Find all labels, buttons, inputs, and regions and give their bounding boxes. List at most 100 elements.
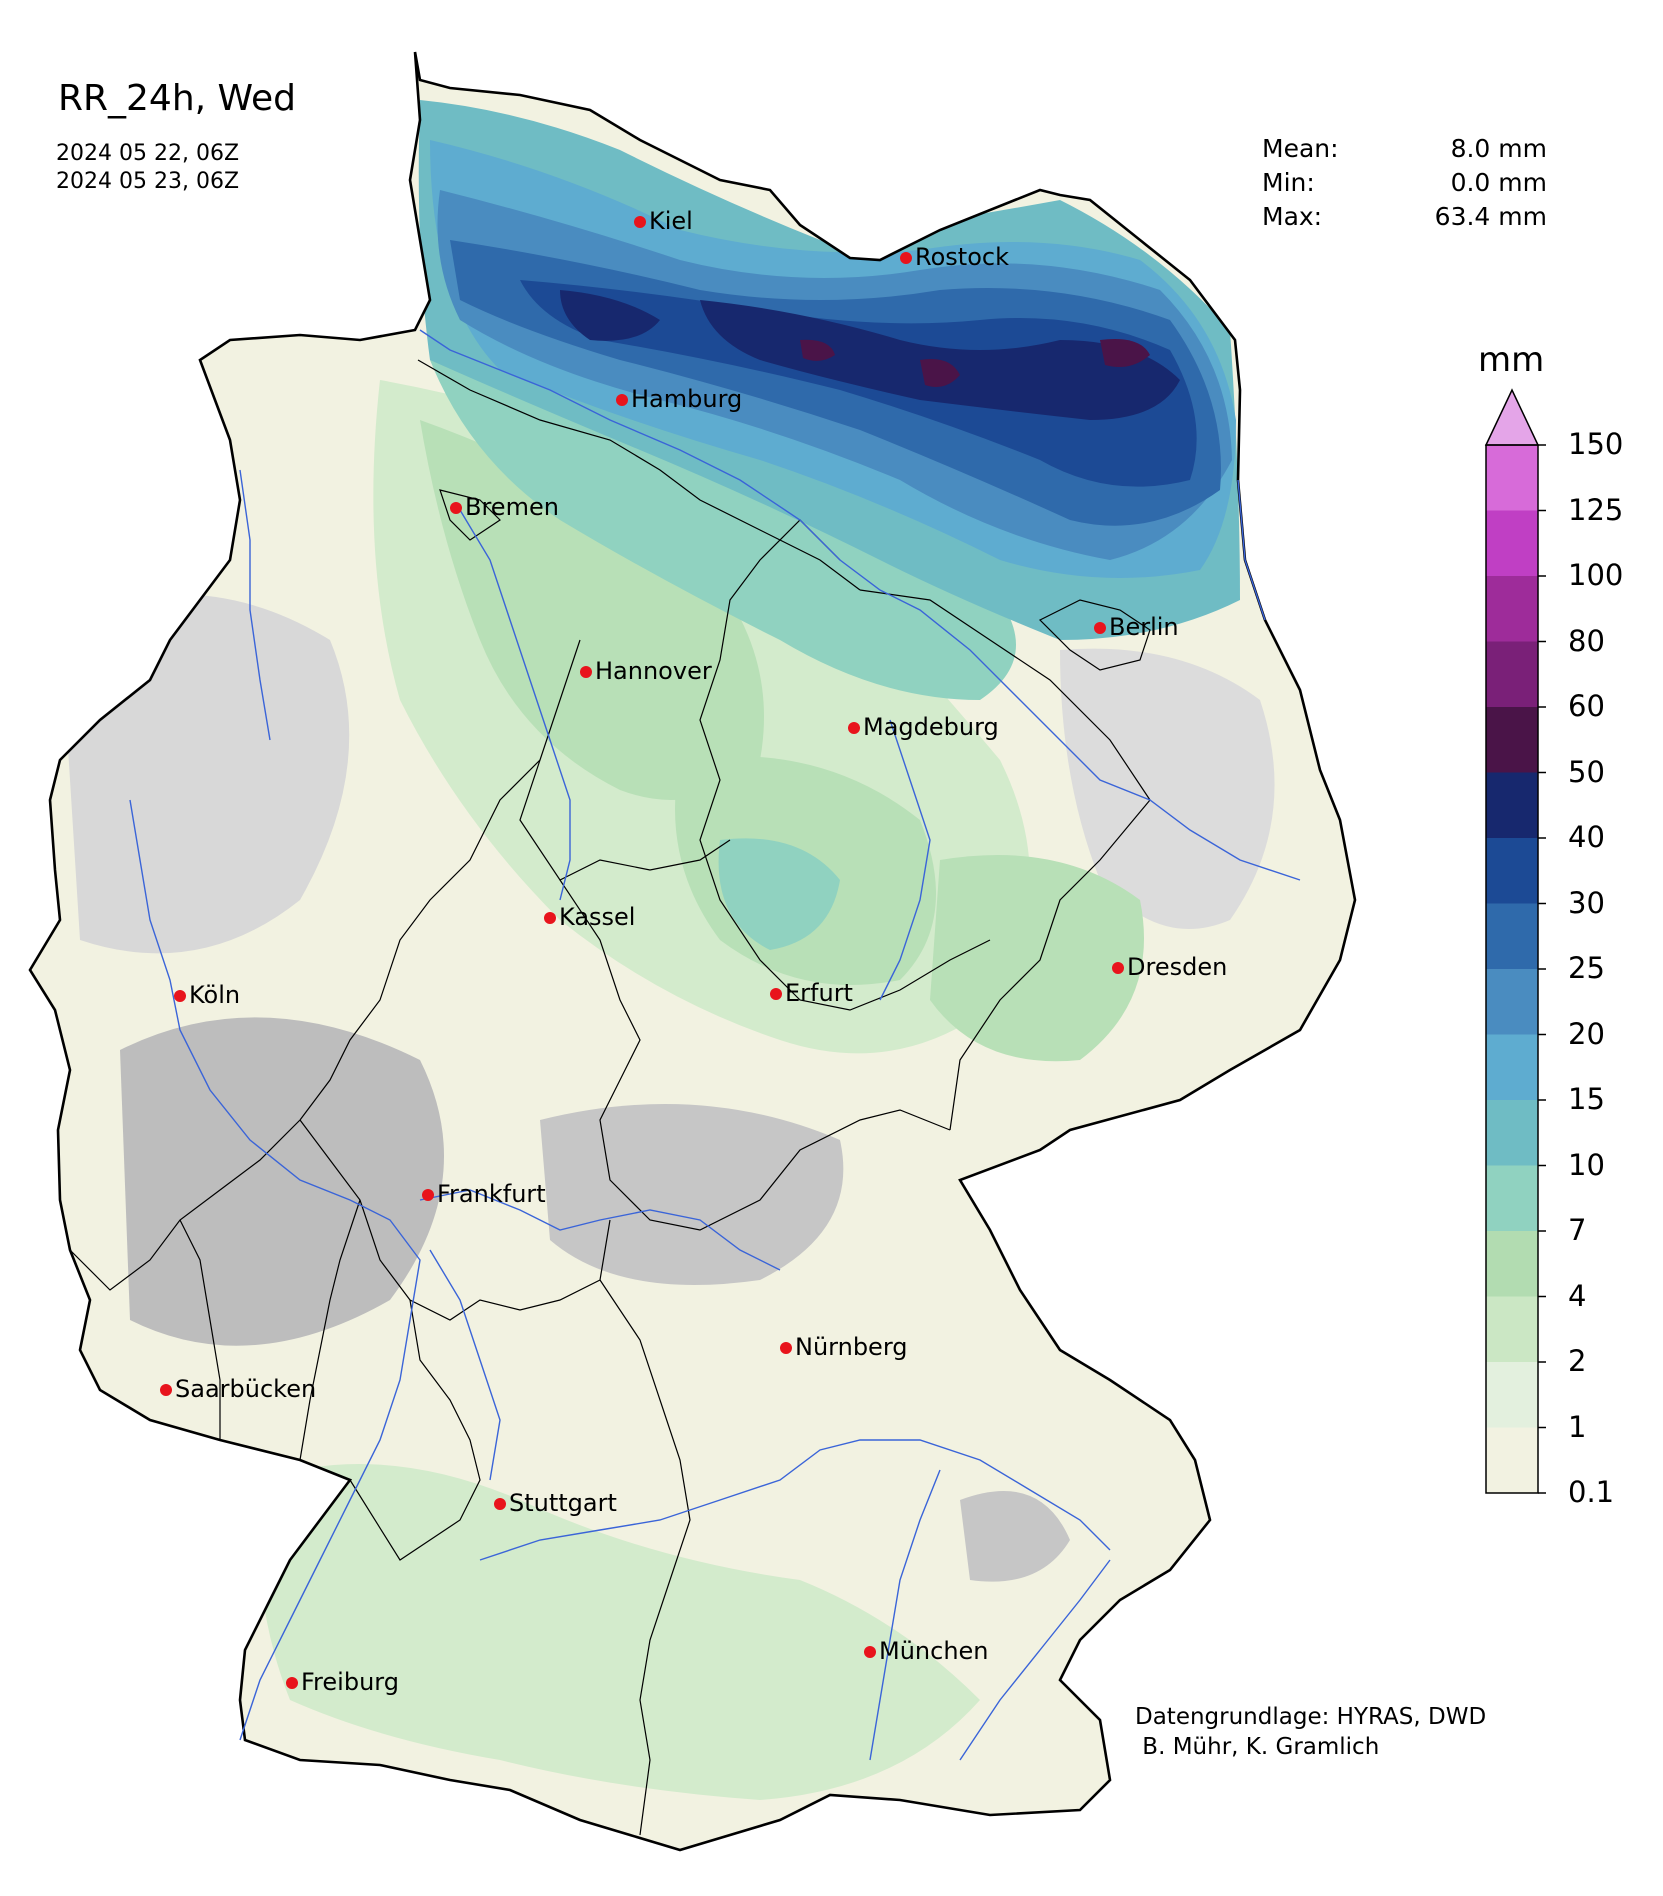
precip-area bbox=[1100, 339, 1150, 368]
map-title: RR_24h, Wed bbox=[58, 78, 297, 119]
colorbar-unit: mm bbox=[1478, 340, 1545, 380]
colorbar-bin bbox=[1486, 1165, 1538, 1231]
city-marker bbox=[848, 722, 860, 734]
stat-label: Min: bbox=[1262, 168, 1315, 197]
colorbar-tick-label: 60 bbox=[1568, 689, 1605, 723]
city-label: Stuttgart bbox=[509, 1489, 617, 1517]
colorbar-bin bbox=[1486, 1034, 1538, 1100]
river-elbe bbox=[419, 329, 1301, 881]
colorbar-bin bbox=[1486, 1231, 1538, 1297]
precip-area bbox=[930, 855, 1144, 1062]
colorbar-extend-arrow bbox=[1484, 388, 1540, 446]
colorbar-bin bbox=[1486, 445, 1538, 511]
period-end: 2024 05 23, 06Z bbox=[56, 169, 240, 194]
precip-area bbox=[258, 1464, 980, 1800]
colorbar-bin bbox=[1486, 838, 1538, 904]
city-marker bbox=[580, 666, 592, 678]
colorbar bbox=[1484, 388, 1546, 1494]
credit-source: Datengrundlage: HYRAS, DWD bbox=[1135, 1704, 1487, 1730]
colorbar-bin bbox=[1486, 969, 1538, 1035]
stat-value: 63.4 mm bbox=[1434, 202, 1547, 231]
city-label: Freiburg bbox=[301, 1668, 399, 1696]
colorbar-bin bbox=[1486, 1427, 1538, 1493]
river-oder bbox=[1237, 479, 1266, 621]
city-marker bbox=[770, 988, 782, 1000]
stat-mean: Mean: 8.0 mm bbox=[1262, 132, 1547, 166]
colorbar-bin bbox=[1486, 1362, 1538, 1428]
precip-area bbox=[920, 359, 960, 388]
germany-border bbox=[28, 51, 1357, 1852]
colorbar-tick-label: 30 bbox=[1568, 885, 1605, 920]
city-label: Köln bbox=[189, 981, 241, 1009]
city-marker bbox=[286, 1677, 298, 1689]
city-label: Frankfurt bbox=[437, 1180, 546, 1208]
stat-label: Mean: bbox=[1262, 134, 1339, 163]
city-marker bbox=[174, 990, 186, 1002]
city-marker bbox=[544, 912, 556, 924]
city-label: Erfurt bbox=[785, 979, 853, 1007]
period-start: 2024 05 22, 06Z bbox=[56, 141, 240, 166]
city-marker bbox=[616, 394, 628, 406]
colorbar-tick-label: 20 bbox=[1568, 1016, 1605, 1051]
city-label: Kiel bbox=[649, 207, 693, 235]
colorbar-bin bbox=[1486, 510, 1538, 576]
city-marker bbox=[900, 252, 912, 264]
colorbar-bin bbox=[1486, 903, 1538, 969]
city-marker bbox=[450, 502, 462, 514]
city-marker bbox=[160, 1384, 172, 1396]
precip-area bbox=[960, 1491, 1070, 1582]
credit: Datengrundlage: HYRAS, DWD B. Mühr, K. G… bbox=[1135, 1702, 1486, 1762]
river-danube bbox=[479, 1439, 1111, 1561]
city-label: Hannover bbox=[595, 657, 712, 685]
colorbar-tick-label: 4 bbox=[1568, 1278, 1587, 1313]
city-label: Dresden bbox=[1127, 953, 1228, 981]
colorbar-tick-label: 25 bbox=[1568, 951, 1605, 985]
river-weser bbox=[459, 509, 571, 901]
colorbar-bin bbox=[1486, 1100, 1538, 1166]
colorbar-tick-label: 40 bbox=[1568, 820, 1605, 854]
precip-area bbox=[560, 290, 660, 341]
stat-value: 8.0 mm bbox=[1450, 134, 1547, 163]
colorbar-tick-label: 10 bbox=[1568, 1147, 1605, 1182]
colorbar-tick-label: 80 bbox=[1568, 623, 1605, 658]
city-marker bbox=[494, 1498, 506, 1510]
city-marker bbox=[634, 216, 646, 228]
city-label: Saarbücken bbox=[175, 1375, 317, 1403]
river-isar bbox=[869, 1469, 941, 1761]
river-ems bbox=[239, 469, 271, 741]
colorbar-tick-label: 1 bbox=[1568, 1409, 1587, 1444]
precip-area bbox=[420, 420, 764, 800]
city-label: München bbox=[879, 1637, 989, 1665]
city-label: Berlin bbox=[1109, 613, 1179, 641]
city-marker bbox=[422, 1189, 434, 1201]
stat-label: Max: bbox=[1262, 202, 1323, 231]
city-label: Nürnberg bbox=[795, 1333, 908, 1361]
city-label: Hamburg bbox=[631, 385, 743, 413]
city-label: Rostock bbox=[915, 243, 1009, 271]
city-marker bbox=[780, 1342, 792, 1354]
city-label: Bremen bbox=[465, 493, 559, 521]
city-marker bbox=[864, 1646, 876, 1658]
precip-area bbox=[1060, 648, 1275, 929]
river-rhine bbox=[129, 799, 421, 1741]
precip-area bbox=[540, 1104, 844, 1285]
city-label: Kassel bbox=[559, 903, 636, 931]
colorbar-tick-label: 7 bbox=[1568, 1213, 1587, 1247]
colorbar-bin bbox=[1486, 772, 1538, 838]
precip-area bbox=[430, 360, 1016, 700]
colorbar-bin bbox=[1486, 707, 1538, 773]
credit-authors: B. Mühr, K. Gramlich bbox=[1135, 1734, 1380, 1760]
colorbar-bin bbox=[1486, 641, 1538, 707]
colorbar-tick-label: 50 bbox=[1568, 754, 1605, 789]
precip-area bbox=[800, 339, 835, 361]
colorbar-tick-label: 15 bbox=[1568, 1082, 1605, 1116]
colorbar-tick-label: 125 bbox=[1568, 492, 1624, 527]
state-borders bbox=[69, 359, 1151, 1836]
river-main bbox=[419, 1189, 781, 1271]
colorbar-bin bbox=[1486, 576, 1538, 642]
river-inn bbox=[959, 1559, 1111, 1761]
precip-area bbox=[718, 838, 840, 950]
colorbar-tick-label: 0.1 bbox=[1568, 1475, 1615, 1509]
colorbar-tick-label: 100 bbox=[1568, 558, 1624, 592]
